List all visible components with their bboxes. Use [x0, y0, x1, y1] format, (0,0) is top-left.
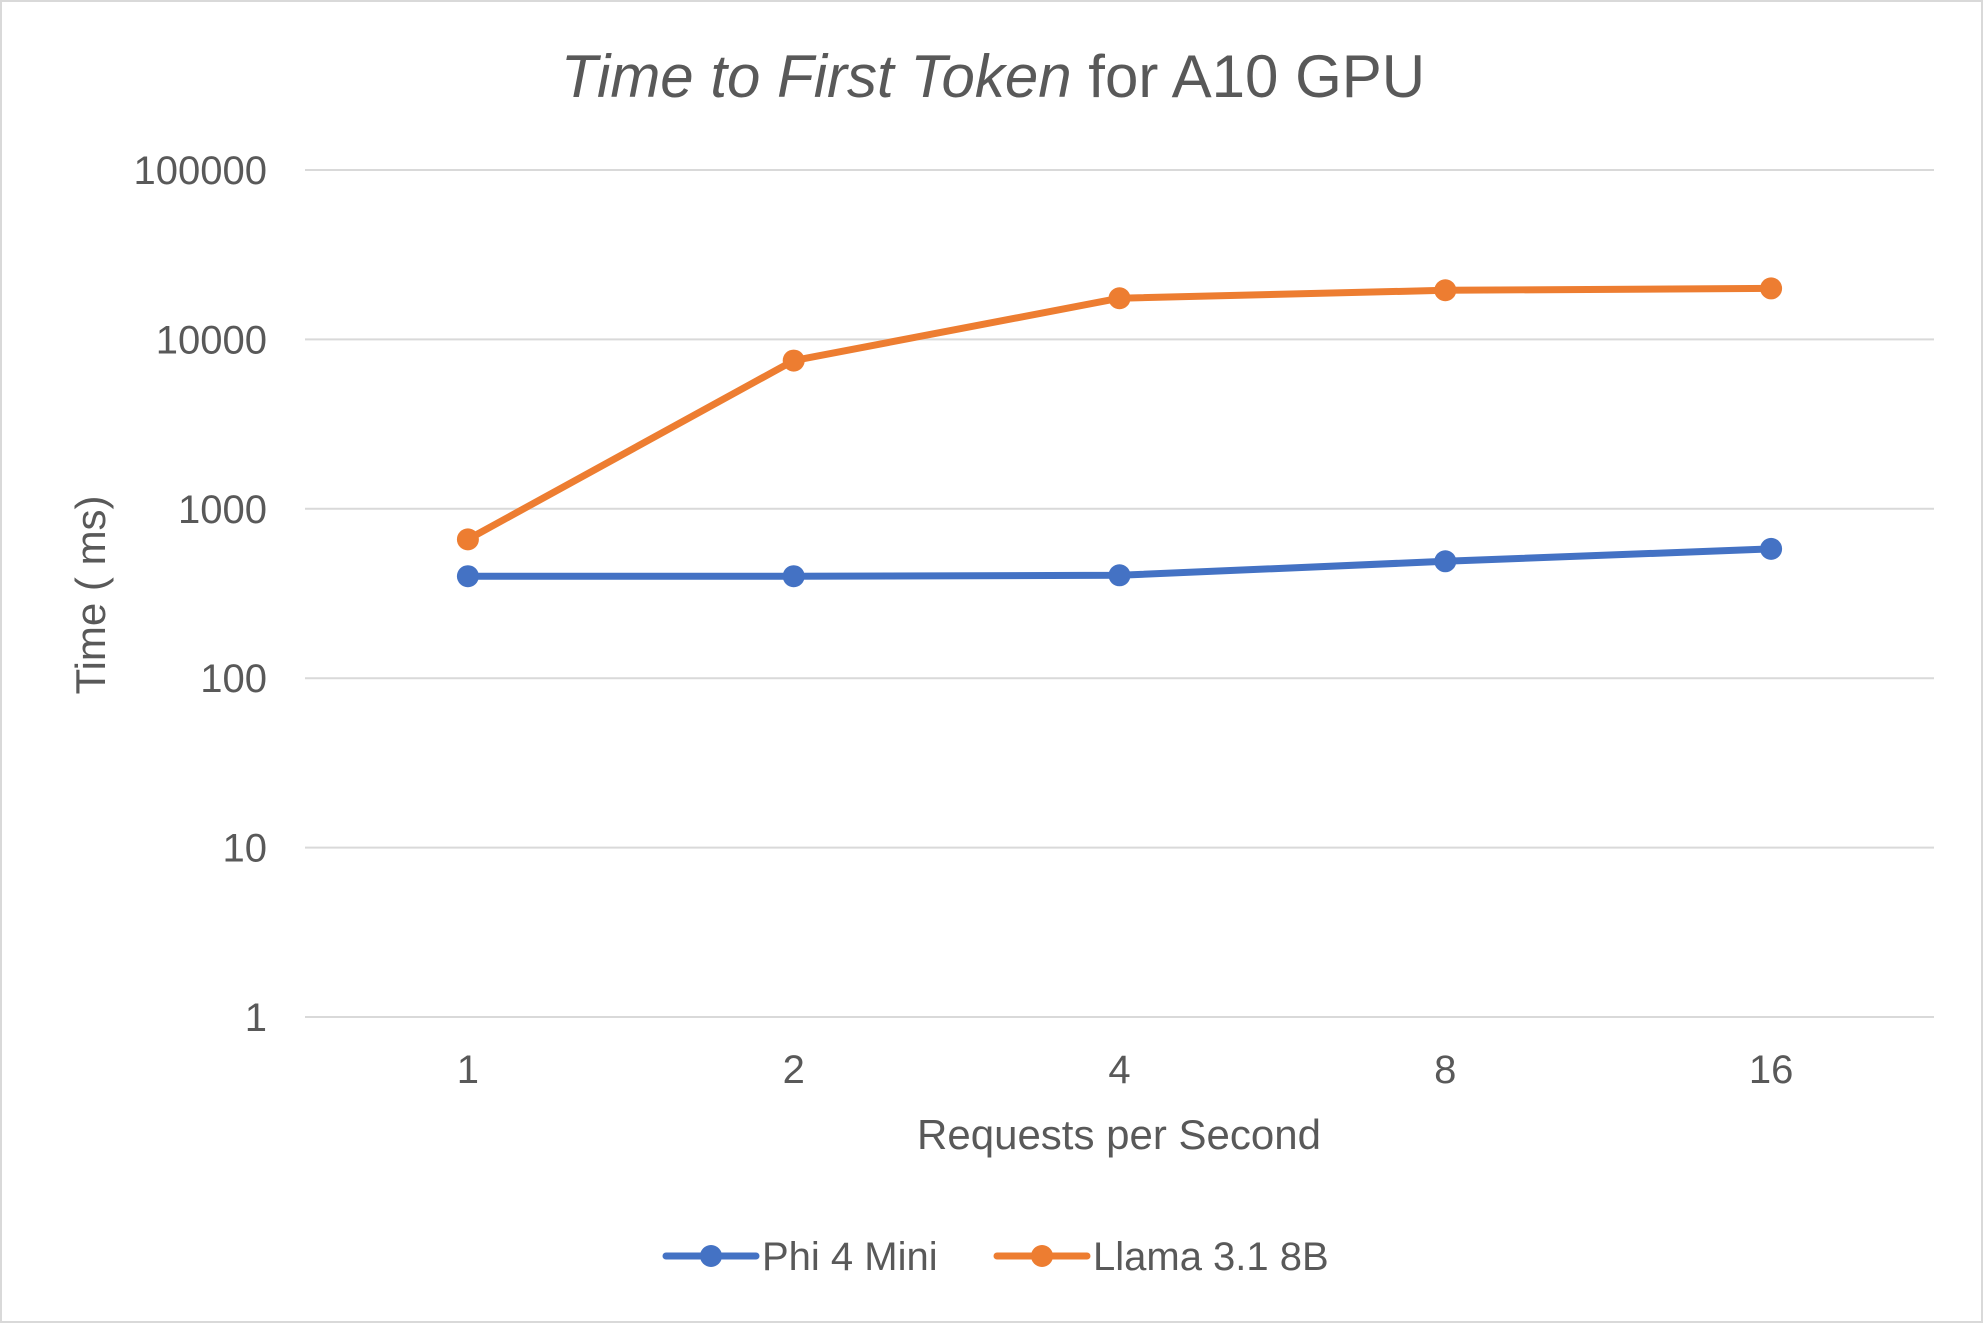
gridlines	[305, 169, 1934, 1018]
series-line	[464, 284, 1775, 543]
legend-item: Llama 3.1 8B	[993, 1235, 1329, 1279]
y-tick-label: 10	[223, 827, 268, 871]
legend-swatch-marker	[1031, 1245, 1053, 1267]
x-tick-label: 4	[1108, 1048, 1130, 1092]
data-point	[1434, 279, 1457, 302]
x-axis-title: Requests per Second	[917, 1111, 1321, 1158]
series-1	[456, 537, 1783, 588]
data-point	[1760, 537, 1783, 560]
x-tick-label: 8	[1434, 1048, 1456, 1092]
y-axis-title: Time ( ms)	[67, 495, 114, 694]
legend-item: Phi 4 Mini	[662, 1235, 938, 1279]
data-point	[1434, 550, 1457, 573]
legend-swatch-marker	[700, 1245, 722, 1267]
legend: Phi 4 Mini Llama 3.1 8B	[662, 1235, 1329, 1279]
chart-title: Time to First Token for A10 GPU	[561, 43, 1425, 110]
y-axis-ticks: 1 10 100 1000 10000 100000	[134, 149, 267, 1040]
x-tick-label: 16	[1749, 1048, 1794, 1092]
data-point	[1108, 287, 1131, 310]
data-point	[1108, 564, 1131, 587]
legend-label: Phi 4 Mini	[762, 1235, 938, 1279]
data-point	[1760, 277, 1783, 300]
x-tick-label: 1	[457, 1048, 479, 1092]
data-point	[782, 565, 805, 588]
data-point	[782, 349, 805, 372]
legend-label: Llama 3.1 8B	[1093, 1235, 1329, 1279]
y-tick-label: 10000	[156, 318, 267, 362]
x-axis-ticks: 1 2 4 8 16	[457, 1048, 1794, 1092]
data-point	[456, 565, 479, 588]
y-tick-label: 1	[245, 996, 267, 1040]
chart-title-rest: for A10 GPU	[1072, 43, 1426, 110]
chart-title-italic: Time to First Token	[561, 43, 1072, 110]
y-tick-label: 100000	[134, 149, 267, 193]
series-2	[456, 277, 1783, 551]
y-tick-label: 1000	[178, 488, 267, 532]
x-tick-label: 2	[783, 1048, 805, 1092]
series-lines	[456, 277, 1783, 588]
data-point	[456, 528, 479, 551]
y-tick-label: 100	[200, 657, 267, 701]
